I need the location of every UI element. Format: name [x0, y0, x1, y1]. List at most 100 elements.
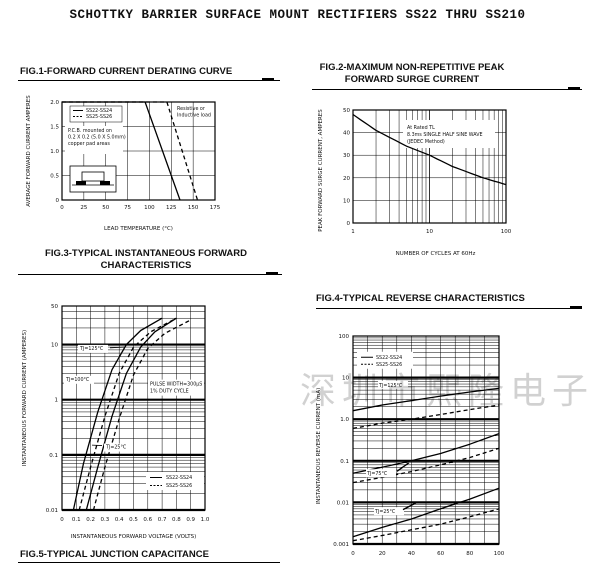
fig2-note-bg [403, 120, 495, 148]
fig2-y-tick-label: 30 [343, 153, 350, 159]
fig4-arrow [402, 501, 418, 511]
fig4-annotation: TJ=75°C [366, 471, 388, 477]
fig2-rule-mark [568, 87, 580, 90]
fig3-x-tick-label: 0.5 [129, 517, 138, 523]
fig4-x-tick-label: 60 [437, 551, 444, 557]
fig4-series-5 [352, 508, 500, 542]
fig1-y-tick-label: 2.0 [50, 100, 59, 106]
fig1-x-axis-label: LEAD TEMPERATURE (°C) [104, 226, 173, 232]
fig3-x-tick-label: 0.9 [186, 517, 195, 523]
fig3-y-tick-label: 10 [51, 343, 58, 349]
fig2-annotation: At Rated TL [407, 125, 435, 131]
fig2-y-tick-label: 10 [343, 198, 350, 204]
fig4-series-3 [352, 447, 500, 484]
fig2-y-tick-label: 50 [343, 108, 350, 114]
fig3-y-tick-label: 0.01 [46, 508, 58, 514]
fig1-component-box [69, 165, 117, 193]
fig1-annotation: 0.2 X 0.2 (5.0 X 5.0mm) [68, 135, 126, 141]
fig1-x-tick-label: 25 [80, 205, 87, 211]
fig3-annotation: TJ=25°C [105, 445, 127, 451]
fig3-legend-label: SS25-SS26 [166, 483, 192, 489]
fig3-note-bg [148, 379, 204, 396]
fig4-series-0 [352, 387, 500, 412]
fig3-arrow [109, 346, 125, 349]
fig2-y-tick-label: 0 [347, 221, 351, 227]
fig1-legend-label: SS22-SS24 [86, 108, 112, 114]
fig2-x-axis-label: NUMBER OF CYCLES AT 60Hz [396, 251, 476, 257]
fig2-y-tick-label: 20 [343, 176, 350, 182]
fig4-label-bg [374, 507, 404, 516]
fig4-y-axis-label: INSTANTANEOUS REVERSE CURRENT (mA) [316, 388, 322, 505]
fig1-x-tick-label: 75 [124, 205, 131, 211]
fig3-y-tick-label: 50 [51, 304, 58, 310]
fig2-title: FIG.2-MAXIMUM NON-REPETITIVE PEAK FORWAR… [319, 62, 505, 85]
fig3-y-tick-label: 0.1 [49, 453, 58, 459]
fig1-component-pad [76, 181, 86, 185]
fig1-annotation: Resistive or [177, 106, 205, 112]
fig4-rule-mark [570, 306, 582, 309]
fig4-series-4 [352, 487, 500, 538]
fig2-plot-frame [352, 109, 507, 224]
fig4-series-1 [352, 404, 500, 430]
fig4-y-tick-label: 0.01 [337, 500, 349, 506]
fig3-x-tick-label: 0.4 [115, 517, 124, 523]
fig4-y-tick-label: 10 [342, 376, 349, 382]
fig3-label-bg [78, 344, 108, 353]
fig3-series-0 [72, 317, 163, 511]
fig1-annotation: P.C.B. mounted on [68, 128, 112, 134]
fig4-y-tick-label: 100 [339, 334, 350, 340]
fig4-title: FIG.4-TYPICAL REVERSE CHARACTERISTICS [316, 293, 525, 304]
fig1-y-tick-label: 1.5 [50, 125, 59, 131]
fig3-x-tick-label: 0.7 [158, 517, 167, 523]
fig3-rule [18, 274, 282, 275]
fig3-title: FIG.3-TYPICAL INSTANTANEOUS FORWARD CHAR… [45, 248, 247, 271]
fig3-x-axis-label: INSTANTANEOUS FORWARD VOLTAGE (VOLTS) [71, 534, 197, 540]
fig2-series-0 [352, 113, 507, 186]
fig3-series-3 [92, 319, 192, 511]
fig4-arrow [396, 462, 410, 472]
fig1-y-tick-label: 1.0 [50, 149, 59, 155]
fig4-label-bg [378, 380, 408, 389]
fig3-legend-label: SS22-SS24 [166, 475, 192, 481]
fig3-series-2 [78, 317, 177, 511]
fig4-y-tick-label: 0.001 [333, 542, 349, 548]
fig3-y-axis-label: INSTANTANEOUS FORWARD CURRENT (AMPERES) [22, 330, 28, 466]
fig1-y-tick-label: 0.5 [50, 174, 59, 180]
fig1-legend-label: SS25-SS26 [86, 114, 112, 120]
fig3-x-tick-label: 0.3 [101, 517, 110, 523]
fig2-x-tick-label: 1 [351, 229, 355, 235]
fig4-annotation: TJ=125°C [378, 383, 403, 389]
fig2-x-tick-label: 100 [501, 229, 512, 235]
fig4-x-tick-label: 80 [466, 551, 473, 557]
page-title: SCHOTTKY BARRIER SURFACE MOUNT RECTIFIER… [69, 8, 526, 22]
fig5-title: FIG.5-TYPICAL JUNCTION CAPACITANCE [20, 549, 209, 560]
fig2-rule [312, 89, 582, 90]
fig3-x-tick-label: 0 [60, 517, 64, 523]
fig3-label-bg [64, 375, 94, 384]
fig1-annotation: Inductive load [177, 113, 211, 119]
fig3-x-tick-label: 0.2 [86, 517, 95, 523]
fig4-x-tick-label: 20 [379, 551, 386, 557]
fig1-annotation: copper pad areas [68, 141, 110, 147]
fig1-title: FIG.1-FORWARD CURRENT DERATING CURVE [20, 66, 233, 77]
fig4-y-tick-label: 1.0 [340, 417, 349, 423]
fig1-series-0 [62, 101, 181, 201]
fig3-plot-frame [61, 305, 206, 511]
fig4-legend-label: SS22-SS24 [376, 355, 402, 361]
fig4-label-bg [366, 469, 396, 478]
fig2-x-tick-label: 10 [426, 229, 433, 235]
fig1-component-body [81, 171, 105, 182]
fig2-annotation: 8.3ms SINGLE HALF SINE WAVE [407, 132, 483, 138]
fig3-rule-mark [266, 272, 278, 275]
fig5-rule [18, 562, 280, 563]
fig1-x-tick-label: 125 [166, 205, 177, 211]
fig4-series-2 [352, 432, 500, 474]
fig3-label-bg [104, 443, 130, 452]
fig3-x-tick-label: 0.8 [172, 517, 181, 523]
fig1-y-axis-label: AVERAGE FORWARD CURRENT AMPERES [26, 95, 32, 207]
fig3-x-tick-label: 0.6 [143, 517, 152, 523]
fig4-rule [316, 308, 582, 309]
fig2-y-tick-label: 40 [343, 131, 350, 137]
fig1-x-tick-label: 175 [210, 205, 221, 211]
